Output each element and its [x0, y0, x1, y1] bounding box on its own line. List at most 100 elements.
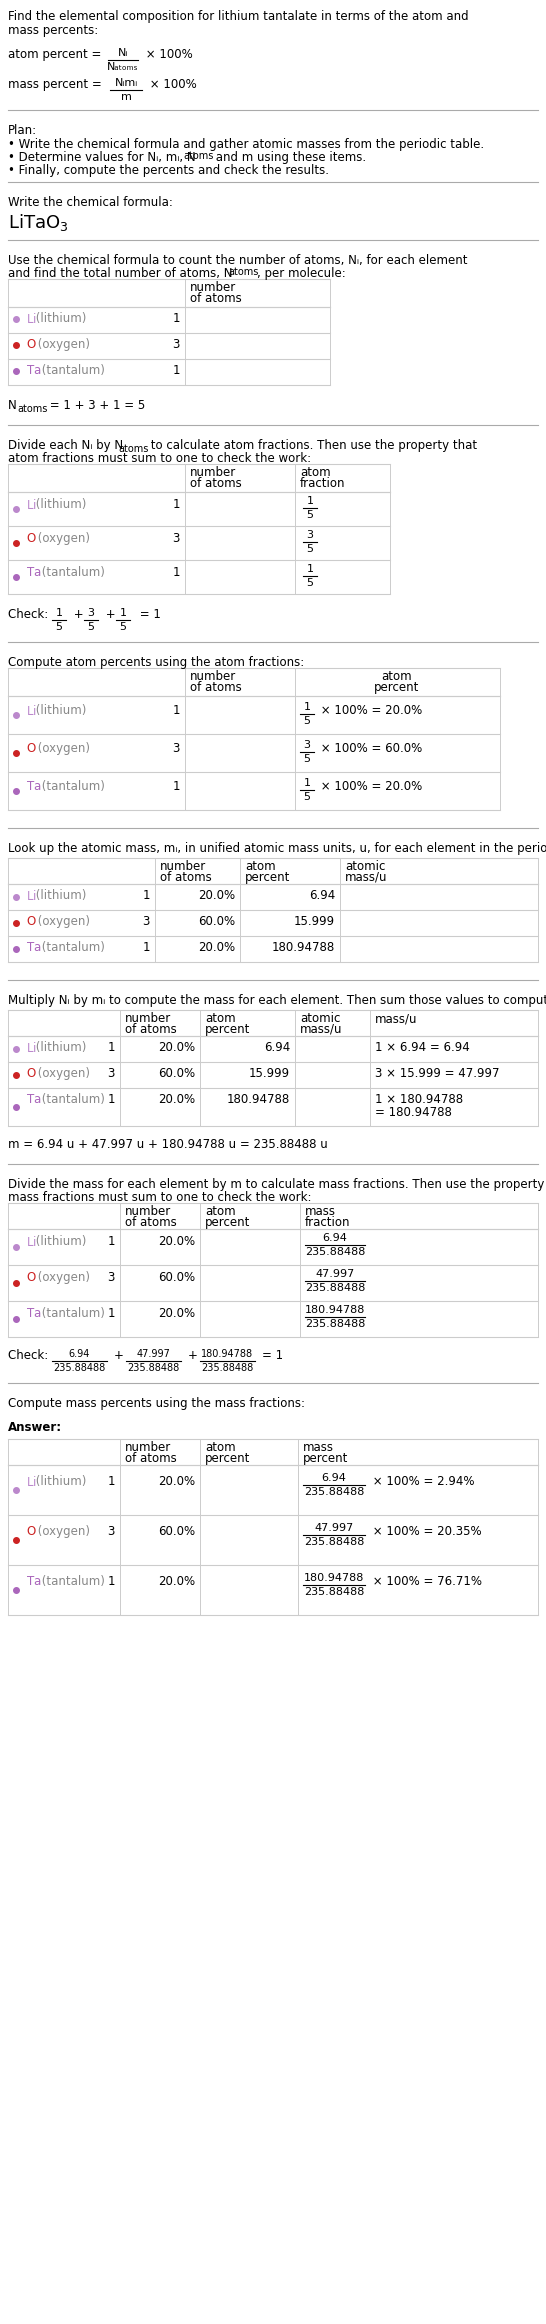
Text: 1: 1: [108, 1306, 115, 1320]
Text: mass fractions must sum to one to check the work:: mass fractions must sum to one to check …: [8, 1190, 312, 1204]
Text: (oxygen): (oxygen): [34, 532, 90, 546]
Text: 180.94788: 180.94788: [201, 1348, 253, 1360]
Text: mass percent =: mass percent =: [8, 79, 105, 91]
Text: (lithium): (lithium): [32, 1041, 86, 1055]
Text: $\mathrm{O}$: $\mathrm{O}$: [26, 1271, 37, 1283]
Text: 1 × 180.94788: 1 × 180.94788: [375, 1092, 463, 1106]
Text: 5: 5: [306, 509, 313, 521]
Text: Compute atom percents using the atom fractions:: Compute atom percents using the atom fra…: [8, 655, 304, 669]
Text: $\mathrm{O}$: $\mathrm{O}$: [26, 916, 37, 927]
Text: Use the chemical formula to count the number of atoms, Nᵢ, for each element: Use the chemical formula to count the nu…: [8, 253, 467, 267]
Text: $\mathrm{Li}$: $\mathrm{Li}$: [26, 1476, 37, 1490]
Text: 3: 3: [143, 916, 150, 927]
Text: (lithium): (lithium): [32, 1234, 86, 1248]
Text: atoms: atoms: [17, 404, 48, 414]
Text: Answer:: Answer:: [8, 1420, 62, 1434]
Text: of atoms: of atoms: [190, 293, 242, 304]
Text: 5: 5: [120, 623, 127, 632]
Text: × 100%: × 100%: [146, 79, 197, 91]
Text: atom: atom: [205, 1011, 236, 1025]
Text: percent: percent: [205, 1215, 251, 1229]
Text: $\mathrm{Ta}$: $\mathrm{Ta}$: [26, 781, 41, 792]
Text: percent: percent: [375, 681, 420, 695]
Text: 6.94: 6.94: [69, 1348, 90, 1360]
Text: 20.0%: 20.0%: [198, 941, 235, 953]
Text: 1: 1: [143, 890, 150, 902]
Text: number: number: [125, 1206, 171, 1218]
Text: 20.0%: 20.0%: [158, 1092, 195, 1106]
Text: = 180.94788: = 180.94788: [375, 1106, 452, 1118]
Text: 3: 3: [108, 1067, 115, 1081]
Text: 235.88488: 235.88488: [305, 1283, 365, 1292]
Text: 5: 5: [306, 579, 313, 588]
Text: m: m: [121, 93, 132, 102]
Text: (oxygen): (oxygen): [34, 916, 90, 927]
Text: 1: 1: [108, 1092, 115, 1106]
Text: 235.88488: 235.88488: [305, 1248, 365, 1257]
Text: $\mathrm{Ta}$: $\mathrm{Ta}$: [26, 567, 41, 579]
Text: atom: atom: [205, 1206, 236, 1218]
Text: mass/u: mass/u: [375, 1011, 418, 1025]
Text: (lithium): (lithium): [32, 890, 86, 902]
Text: 180.94788: 180.94788: [227, 1092, 290, 1106]
Text: 60.0%: 60.0%: [158, 1525, 195, 1538]
Text: 180.94788: 180.94788: [272, 941, 335, 953]
Text: 5: 5: [306, 544, 313, 553]
Text: $\mathrm{Ta}$: $\mathrm{Ta}$: [26, 1306, 41, 1320]
Text: fraction: fraction: [305, 1215, 351, 1229]
Text: mass: mass: [305, 1206, 336, 1218]
Text: number: number: [160, 860, 206, 874]
Text: of atoms: of atoms: [125, 1452, 177, 1464]
Text: 1: 1: [108, 1041, 115, 1055]
Text: atoms: atoms: [228, 267, 258, 277]
Text: (lithium): (lithium): [32, 497, 86, 511]
Text: Look up the atomic mass, mᵢ, in unified atomic mass units, u, for each element i: Look up the atomic mass, mᵢ, in unified …: [8, 841, 546, 855]
Text: 6.94: 6.94: [308, 890, 335, 902]
Text: (tantalum): (tantalum): [38, 1576, 105, 1587]
Text: atoms: atoms: [183, 151, 213, 160]
Text: $\mathrm{Li}$: $\mathrm{Li}$: [26, 890, 37, 904]
Text: (oxygen): (oxygen): [34, 741, 90, 755]
Text: +: +: [70, 609, 87, 621]
Text: to calculate atom fractions. Then use the property that: to calculate atom fractions. Then use th…: [147, 439, 477, 451]
Text: mass/u: mass/u: [345, 872, 388, 883]
Text: 1: 1: [173, 311, 180, 325]
Text: percent: percent: [303, 1452, 348, 1464]
Text: 1: 1: [173, 781, 180, 792]
Text: 1: 1: [108, 1476, 115, 1487]
Text: of atoms: of atoms: [190, 681, 242, 695]
Text: 235.88488: 235.88488: [304, 1587, 364, 1597]
Text: $\mathrm{Li}$: $\mathrm{Li}$: [26, 704, 37, 718]
Text: 47.997: 47.997: [316, 1269, 354, 1278]
Text: • Finally, compute the percents and check the results.: • Finally, compute the percents and chec…: [8, 165, 329, 177]
Text: 235.88488: 235.88488: [304, 1536, 364, 1548]
Text: $\mathrm{LiTaO_3}$: $\mathrm{LiTaO_3}$: [8, 211, 68, 232]
Text: atom fractions must sum to one to check the work:: atom fractions must sum to one to check …: [8, 451, 311, 465]
Text: 3: 3: [173, 337, 180, 351]
Text: (lithium): (lithium): [32, 311, 86, 325]
Text: (tantalum): (tantalum): [38, 365, 105, 376]
Text: 1: 1: [173, 365, 180, 376]
Text: $\mathrm{Li}$: $\mathrm{Li}$: [26, 311, 37, 325]
Text: (tantalum): (tantalum): [38, 567, 105, 579]
Text: and find the total number of atoms, N: and find the total number of atoms, N: [8, 267, 233, 279]
Text: percent: percent: [205, 1023, 251, 1037]
Text: $\mathrm{O}$: $\mathrm{O}$: [26, 1067, 37, 1081]
Text: 1 × 6.94 = 6.94: 1 × 6.94 = 6.94: [375, 1041, 470, 1055]
Text: × 100% = 20.0%: × 100% = 20.0%: [317, 704, 422, 718]
Text: 5: 5: [304, 753, 311, 765]
Text: 235.88488: 235.88488: [201, 1362, 254, 1373]
Text: and m using these items.: and m using these items.: [212, 151, 366, 165]
Text: = 1 + 3 + 1 = 5: = 1 + 3 + 1 = 5: [46, 400, 145, 411]
Text: atom percent =: atom percent =: [8, 49, 105, 60]
Text: 20.0%: 20.0%: [198, 890, 235, 902]
Text: (oxygen): (oxygen): [34, 1525, 90, 1538]
Text: Nᵢ: Nᵢ: [118, 49, 128, 58]
Text: 3: 3: [306, 530, 313, 539]
Text: 1: 1: [173, 704, 180, 718]
Text: (tantalum): (tantalum): [38, 1092, 105, 1106]
Text: atom: atom: [205, 1441, 236, 1455]
Text: 235.88488: 235.88488: [305, 1320, 365, 1329]
Text: Divide each Nᵢ by N: Divide each Nᵢ by N: [8, 439, 123, 451]
Text: 20.0%: 20.0%: [158, 1234, 195, 1248]
